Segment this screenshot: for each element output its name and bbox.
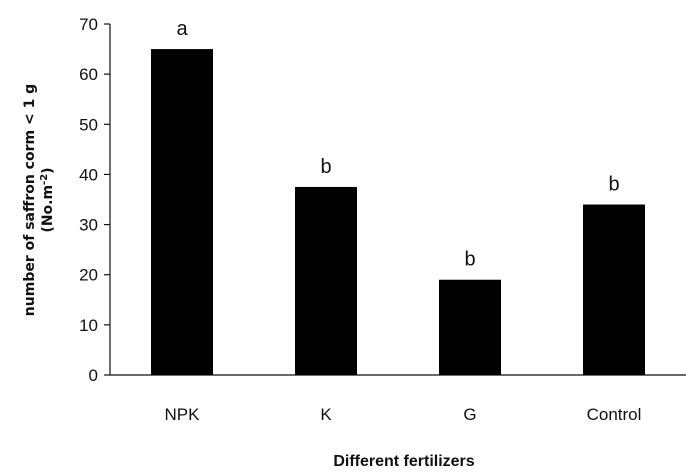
y-axis-title-line2: (No.m-2) (39, 167, 56, 232)
y-tick-label: 70 (79, 15, 98, 34)
significance-labels: a b b b (176, 18, 619, 271)
y-tick-label: 30 (79, 216, 98, 235)
bar-control (583, 204, 645, 375)
y-tick-label: 10 (79, 316, 98, 335)
bar-g (439, 279, 501, 375)
x-axis: NPK K G Control (110, 374, 686, 424)
x-tick-label: G (463, 405, 476, 424)
y-tick-label: 60 (79, 65, 98, 84)
x-axis-title: Different fertilizers (333, 453, 474, 470)
bar-k (295, 186, 357, 375)
y-tick-label: 0 (89, 366, 98, 385)
x-tick-label: NPK (165, 405, 201, 424)
y-tick-label: 50 (79, 115, 98, 134)
bar-npk (151, 49, 213, 375)
significance-label: b (464, 249, 475, 271)
bars (151, 49, 645, 375)
significance-label: b (608, 174, 619, 196)
y-axis-title-line1: number of saffron corm < 1 g (22, 84, 38, 316)
significance-label: a (176, 18, 188, 40)
x-tick-label: Control (587, 405, 642, 424)
x-tick-label: K (320, 405, 332, 424)
y-axis-title: number of saffron corm < 1 g (No.m-2) (22, 84, 56, 316)
significance-label: b (320, 156, 331, 178)
y-tick-label: 20 (79, 266, 98, 285)
y-axis: 0 10 20 30 40 50 60 70 (79, 15, 111, 385)
y-tick-label: 40 (79, 165, 98, 184)
